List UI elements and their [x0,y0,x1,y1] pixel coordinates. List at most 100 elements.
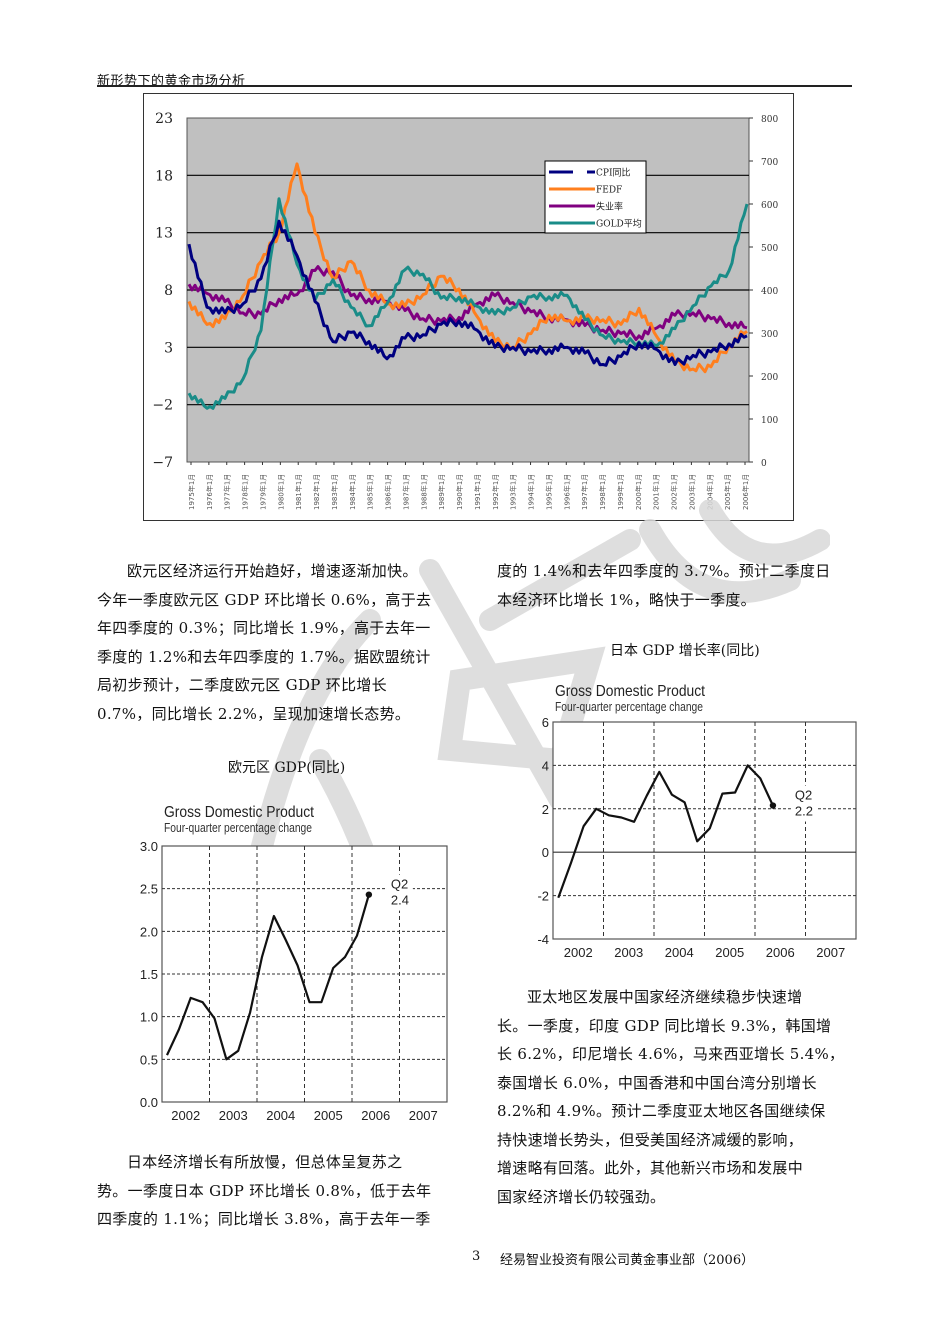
paragraph-line: 度的 1.4%和去年四季度的 3.7%。预计二季度日 [497,562,831,580]
x-tick-label: 2002 [564,945,593,960]
paragraph-line: 欧元区经济运行开始趋好，增速逐渐加快。 [127,562,418,580]
chart-title: Gross Domestic Product [555,683,705,700]
svg-text:−2: −2 [152,398,173,414]
y-tick-label: 3.0 [140,839,158,854]
paragraph-line: 8.2%和 4.9%。预计二季度亚太地区各国继续保 [497,1102,826,1120]
x-tick-label: 2005 [715,945,744,960]
footer-publisher: 经易智业投资有限公司黄金事业部（2006） [500,1253,755,1268]
paragraph-line: 日本经济增长有所放慢，但总体呈复苏之 [127,1153,403,1171]
x-tick-label: 2004 [665,945,694,960]
x-tick-label: 2006 [361,1108,390,1123]
svg-text:1984年1月: 1984年1月 [348,474,357,510]
asia-pacific-paragraph: 亚太地区发展中国家经济继续稳步快速增 长。一季度，印度 GDP 同比增长 9.3%… [497,983,857,1211]
chart-title: Gross Domestic Product [164,804,314,821]
svg-text:1988年1月: 1988年1月 [419,474,428,510]
svg-text:1994年1月: 1994年1月 [527,474,536,510]
svg-text:1992年1月: 1992年1月 [491,474,500,510]
svg-text:3: 3 [164,340,173,356]
svg-text:2000年1月: 2000年1月 [634,474,643,510]
svg-text:1997年1月: 1997年1月 [580,474,589,510]
y-tick-label: -4 [537,932,549,947]
svg-text:18: 18 [155,168,173,184]
paragraph-line: 今年一季度欧元区 GDP 环比增长 0.6%，高于去 [97,590,432,609]
svg-text:700: 700 [761,158,778,168]
japan-economy-paragraph-continued: 度的 1.4%和去年四季度的 3.7%。预计二季度日 本经济环比增长 1%，略快于… [497,557,857,614]
series-line [187,219,748,367]
y-tick-label: 2.0 [140,924,158,939]
y-tick-label: 2.5 [140,882,158,897]
svg-text:1989年1月: 1989年1月 [437,474,446,510]
euro-economy-paragraph: 欧元区经济运行开始趋好，增速逐渐加快。今年一季度欧元区 GDP 环比增长 0.6… [97,557,452,728]
paragraph-line: 0.7%，同比增长 2.2%，呈现加速增长态势。 [97,704,411,723]
paragraph-line: 国家经济增长仍较强劲。 [497,1187,666,1206]
svg-text:1977年1月: 1977年1月 [223,474,232,510]
y-tick-label: 1.5 [140,967,158,982]
svg-text:1975年1月: 1975年1月 [187,474,196,510]
paragraph-line: 季度的 1.2%和去年四季度的 1.7%。据欧盟统计 [97,647,431,666]
svg-text:2004年1月: 2004年1月 [705,474,714,510]
svg-text:2005年1月: 2005年1月 [723,474,732,510]
svg-text:2003年1月: 2003年1月 [687,474,696,510]
svg-text:GOLD平均: GOLD平均 [596,218,642,230]
paragraph-line: 势。一季度日本 GDP 环比增长 0.8%，低于去年 [97,1181,432,1200]
annotation-value: 2.2 [795,804,813,819]
svg-text:1990年1月: 1990年1月 [455,474,464,510]
paragraph-line: 长 6.2%，印尼增长 4.6%，马来西亚增长 5.4%， [497,1045,845,1063]
euro-gdp-caption: 欧元区 GDP(同比) [228,760,346,776]
paragraph-line: 本经济环比增长 1%，略快于一季度。 [497,590,756,609]
svg-text:1993年1月: 1993年1月 [509,474,518,510]
annotation-value: 2.4 [391,893,409,908]
x-tick-label: 2004 [266,1108,295,1123]
paragraph-line: 泰国增长 6.0%，中国香港和中国台湾分别增长 [497,1073,817,1092]
y-tick-label: 0.0 [140,1095,158,1110]
x-tick-label: 2007 [816,945,845,960]
x-tick-label: 2002 [171,1108,200,1123]
y-tick-label: 1.0 [140,1010,158,1025]
y-tick-label: 0.5 [140,1052,158,1067]
svg-text:0: 0 [761,459,767,469]
svg-text:400: 400 [761,287,778,297]
macro-indicators-chart: 23 18 13 8 3 −2 −7 800 700 600 500 400 300 200 100 0 197… [143,93,794,521]
svg-text:300: 300 [761,330,778,340]
annotation-quarter: Q2 [391,877,408,892]
paragraph-line: 持快速增长势头，但受美国经济减缓的影响， [497,1130,804,1149]
svg-text:1991年1月: 1991年1月 [473,474,482,510]
paragraph-line: 增速略有回落。此外，其他新兴市场和发展中 [497,1159,804,1177]
paragraph-line: 年四季度的 0.3%；同比增长 1.9%，高于去年一 [97,619,431,637]
svg-text:1999年1月: 1999年1月 [616,474,625,510]
macro-indicators-chart-svg: 23 18 13 8 3 −2 −7 800 700 600 500 400 300 200 100 0 197… [152,111,778,510]
svg-text:800: 800 [761,115,778,125]
page-number: 3 [472,1249,481,1264]
svg-text:13: 13 [155,226,173,242]
svg-text:23: 23 [155,111,173,127]
x-tick-label: 2003 [614,945,643,960]
svg-text:500: 500 [761,244,778,254]
svg-text:8: 8 [164,283,173,299]
chart-legend: CPI同比 FEDF 失业率 GOLD平均 [544,160,647,234]
svg-text:−7: −7 [152,455,173,471]
paragraph-line: 四季度的 1.1%；同比增长 3.8%，高于去年一季 [97,1210,431,1228]
paragraph-line: 亚太地区发展中国家经济继续稳步快速增 [527,988,803,1006]
svg-text:1979年1月: 1979年1月 [258,474,267,510]
y-tick-label: 2 [542,802,549,817]
svg-text:1998年1月: 1998年1月 [598,474,607,510]
svg-text:600: 600 [761,201,778,211]
svg-text:1981年1月: 1981年1月 [294,474,303,510]
svg-text:200: 200 [761,373,778,383]
svg-text:1978年1月: 1978年1月 [241,474,250,510]
svg-text:1987年1月: 1987年1月 [401,474,410,510]
y-tick-label: -2 [537,889,549,904]
svg-text:失业率: 失业率 [596,201,623,213]
svg-text:FEDF: FEDF [596,186,622,196]
paragraph-line: 局初步预计，二季度欧元区 GDP 环比增长 [97,676,387,694]
svg-text:CPI同比: CPI同比 [596,167,631,179]
chart-subtitle: Four-quarter percentage change [164,821,312,835]
y-tick-label: 0 [542,845,549,860]
x-tick-label: 2003 [219,1108,248,1123]
svg-text:1976年1月: 1976年1月 [205,474,214,510]
svg-text:100: 100 [761,416,778,426]
svg-text:1995年1月: 1995年1月 [544,474,553,510]
svg-text:2002年1月: 2002年1月 [670,474,679,510]
svg-text:1980年1月: 1980年1月 [276,474,285,510]
